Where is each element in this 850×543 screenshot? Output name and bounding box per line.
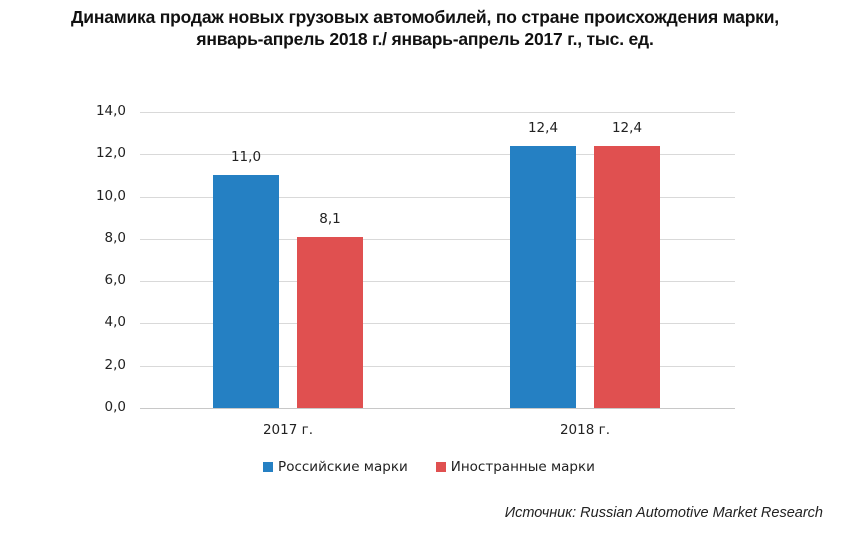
source-note: Источник: Russian Automotive Market Rese… <box>504 505 823 521</box>
legend-swatch-blue-icon <box>263 462 274 472</box>
legend-label-foreign: Иностранные марки <box>450 459 595 475</box>
legend-item-russian: Российские марки <box>263 459 408 475</box>
chart-title-line-2: январь-апрель 2018 г./ январь-апрель 201… <box>196 29 654 49</box>
gridline <box>140 239 735 240</box>
gridline <box>140 112 735 113</box>
gridline <box>140 408 735 409</box>
bar-foreign-1 <box>594 146 660 408</box>
bar-russian-1 <box>510 146 576 408</box>
gridline <box>140 323 735 324</box>
y-tick-label: 14,0 <box>95 103 126 119</box>
legend-label-russian: Российские марки <box>278 459 408 475</box>
y-tick-label: 2,0 <box>104 357 126 373</box>
chart-title-line-1: Динамика продаж новых грузовых автомобил… <box>71 7 779 27</box>
legend-swatch-red-icon <box>435 462 446 472</box>
y-tick-label: 6,0 <box>104 272 126 288</box>
gridline <box>140 281 735 282</box>
y-tick-label: 0,0 <box>104 399 126 415</box>
bar-foreign-0 <box>297 237 363 408</box>
chart-title: Динамика продаж новых грузовых автомобил… <box>0 6 850 50</box>
y-tick-label: 4,0 <box>104 314 126 330</box>
y-tick-label: 10,0 <box>95 188 126 204</box>
data-label: 8,1 <box>319 211 341 227</box>
y-tick-label: 12,0 <box>95 145 126 161</box>
legend: Российские марки Иностранные марки <box>0 459 850 475</box>
gridline <box>140 366 735 367</box>
gridline <box>140 154 735 155</box>
gridline <box>140 197 735 198</box>
y-tick-label: 8,0 <box>104 230 126 246</box>
legend-item-foreign: Иностранные марки <box>435 459 595 475</box>
bar-russian-0 <box>213 175 279 408</box>
data-label: 11,0 <box>230 149 262 165</box>
data-label: 12,4 <box>527 120 559 136</box>
x-tick-label: 2018 г. <box>559 422 611 438</box>
data-label: 12,4 <box>611 120 643 136</box>
x-tick-label: 2017 г. <box>262 422 314 438</box>
